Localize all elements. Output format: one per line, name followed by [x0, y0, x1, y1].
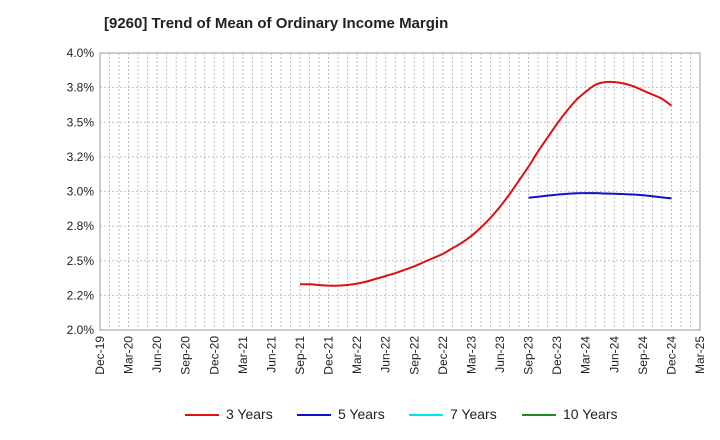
y-tick-label: 2.2% — [67, 288, 95, 302]
y-tick-label: 2.0% — [67, 323, 95, 337]
y-tick-label: 3.0% — [67, 185, 95, 199]
x-tick-label: Dec-24 — [664, 336, 678, 375]
x-tick-label: Mar-25 — [693, 336, 707, 374]
x-tick-label: Jun-21 — [264, 336, 278, 373]
legend-label-5-years: 5 Years — [338, 406, 385, 422]
x-tick-label: Mar-22 — [350, 336, 364, 374]
y-tick-label: 3.5% — [67, 115, 95, 129]
x-tick-label: Dec-19 — [93, 336, 107, 375]
chart-title: [9260] Trend of Mean of Ordinary Income … — [104, 15, 449, 32]
legend-swatch-5-years — [297, 414, 331, 416]
x-tick-label: Dec-20 — [207, 336, 221, 375]
x-tick-label: Dec-21 — [322, 336, 336, 375]
y-tick-label: 2.8% — [67, 219, 95, 233]
x-tick-label: Sep-22 — [407, 336, 421, 375]
x-tick-label: Dec-23 — [550, 336, 564, 375]
x-tick-label: Jun-20 — [150, 336, 164, 373]
legend-label-3-years: 3 Years — [226, 406, 273, 422]
x-tick-label: Jun-24 — [607, 336, 621, 373]
y-tick-label: 3.2% — [67, 150, 95, 164]
x-tick-label: Mar-20 — [122, 336, 136, 374]
x-tick-label: Mar-23 — [464, 336, 478, 374]
x-axis-ticks: Dec-19 Mar-20 Jun-20 Sep-20 Dec-20 Mar-21 Jun-… — [93, 336, 707, 375]
x-tick-label: Mar-24 — [579, 336, 593, 374]
series-lines — [299, 80, 673, 287]
legend-swatch-7-years — [409, 414, 443, 416]
x-tick-label: Sep-24 — [636, 336, 650, 375]
x-tick-label: Jun-22 — [379, 336, 393, 373]
x-tick-label: Jun-23 — [493, 336, 507, 373]
y-tick-label: 4.0% — [67, 46, 95, 60]
gridlines — [100, 53, 700, 330]
series-line-5-years — [528, 192, 672, 200]
x-tick-label: Mar-21 — [236, 336, 250, 374]
legend: 3 Years 5 Years 7 Years 10 Years — [0, 405, 720, 425]
x-tick-label: Sep-20 — [179, 336, 193, 375]
series-line-3-years — [299, 80, 673, 287]
legend-label-7-years: 7 Years — [450, 406, 497, 422]
y-tick-label: 2.5% — [67, 254, 95, 268]
y-axis-ticks: 2.0% 2.2% 2.5% 2.8% 3.0% 3.2% 3.5% 3.8% 4.0% — [67, 46, 95, 337]
legend-swatch-3-years — [185, 414, 219, 416]
y-tick-label: 3.8% — [67, 81, 95, 95]
x-tick-label: Dec-22 — [436, 336, 450, 375]
legend-swatch-10-years — [522, 414, 556, 416]
x-tick-label: Sep-21 — [293, 336, 307, 375]
legend-label-10-years: 10 Years — [563, 406, 618, 422]
x-tick-label: Sep-23 — [522, 336, 536, 375]
